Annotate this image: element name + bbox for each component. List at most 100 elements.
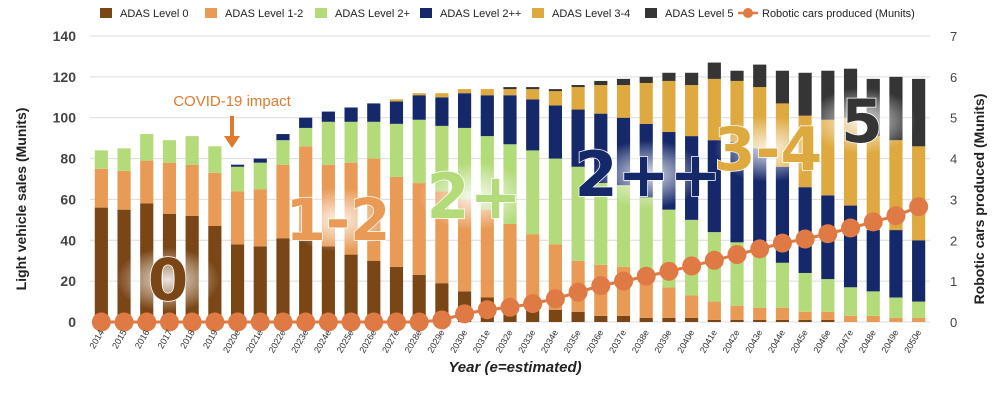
bar-segment: [571, 85, 585, 88]
robotic-cars-marker: [704, 250, 724, 270]
bar-segment: [503, 223, 517, 304]
bar-segment: [707, 319, 721, 322]
y2-axis-title: Robotic cars produced (Munits): [971, 94, 987, 305]
legend-label: ADAS Level 2+: [335, 8, 410, 20]
x-tick-label: 2050e: [902, 328, 923, 355]
x-tick-label: 2032e: [494, 328, 515, 355]
x-tick-label: 2027e: [380, 328, 401, 355]
legend: ADAS Level 0 ADAS Level 1-2 ADAS Level 2+ A…: [100, 8, 915, 20]
bar-segment: [775, 307, 790, 320]
bar-segment: [707, 78, 721, 141]
bar-segment: [253, 189, 267, 247]
robotic-cars-marker: [455, 304, 475, 324]
label-glow: [418, 162, 530, 231]
bar-segment: [526, 87, 540, 90]
bar-segment: [843, 315, 858, 322]
legend-label: Robotic cars produced (Munits): [762, 8, 915, 20]
bar-segment: [571, 109, 585, 167]
robotic-cars-marker: [318, 312, 338, 332]
y2-tick-label: 7: [950, 29, 957, 44]
bar-segment: [253, 158, 267, 163]
x-tick-label: 2045e: [789, 328, 810, 355]
robotic-cars-marker: [386, 312, 406, 332]
bar-segment: [753, 250, 767, 308]
bar-segment: [94, 150, 108, 169]
bar-segment: [548, 91, 562, 106]
bar-segment: [662, 80, 676, 133]
bar-segment: [162, 140, 177, 163]
robotic-cars-marker: [159, 312, 179, 332]
bar-segment: [526, 99, 540, 151]
bar-segment: [230, 164, 245, 167]
x-tick-label: 2020e: [221, 328, 242, 355]
bar-segment: [798, 319, 812, 322]
bar-segment: [480, 89, 494, 96]
robotic-cars-marker: [841, 218, 861, 238]
bar-segment: [548, 89, 562, 92]
x-tick-label: 2014: [87, 328, 106, 350]
robotic-cars-marker: [228, 312, 248, 332]
robotic-cars-marker: [750, 239, 770, 259]
bar-segment: [230, 191, 245, 245]
bar-segment: [548, 158, 562, 245]
robotic-cars-marker: [250, 312, 270, 332]
legend-swatch: [100, 8, 112, 18]
bar-segment: [94, 168, 108, 208]
x-tick-label: 2017: [156, 328, 175, 350]
bar-segment: [639, 76, 653, 83]
robotic-cars-marker: [545, 289, 565, 309]
bar-segment: [140, 160, 154, 204]
bar-segment: [912, 240, 926, 302]
bar-segment: [798, 72, 812, 116]
bar-segment: [685, 295, 699, 318]
bar-segment: [94, 207, 108, 322]
bar-segment: [344, 254, 358, 322]
bar-segment: [594, 80, 608, 86]
label-glow: [714, 116, 822, 182]
bar-segment: [230, 244, 245, 322]
bar-segment: [208, 146, 222, 173]
robotic-cars-line: [91, 197, 929, 332]
bar-segment: [753, 319, 767, 322]
bar-segment: [866, 315, 880, 322]
legend-label: ADAS Level 2++: [440, 8, 521, 20]
bar-segment: [526, 89, 540, 100]
x-tick-label: 2049e: [880, 328, 901, 355]
bar-segment: [843, 287, 858, 316]
bar-segment: [503, 89, 517, 96]
bar-segment: [662, 72, 676, 81]
x-tick-label: 2034e: [539, 328, 560, 355]
bar-segment: [594, 183, 608, 265]
robotic-cars-marker: [636, 266, 656, 286]
bar-segment: [208, 172, 222, 226]
y2-tick-label: 6: [950, 70, 957, 85]
x-tick-label: 2036e: [584, 328, 605, 355]
bar-segment: [571, 166, 585, 261]
robotic-cars-marker: [523, 294, 543, 314]
x-tick-label: 2015: [110, 328, 129, 350]
bar-segment: [367, 121, 381, 159]
bar-segment: [526, 150, 540, 235]
bar-segment: [753, 307, 767, 320]
x-tick-label: 2023e: [289, 328, 310, 355]
bar-segment: [912, 78, 926, 147]
bar-segment: [730, 70, 744, 81]
x-tick-label: 2033e: [516, 328, 537, 355]
robotic-cars-marker: [341, 312, 361, 332]
bar-segment: [639, 82, 653, 124]
robotic-cars-marker: [568, 282, 588, 302]
legend-swatch: [645, 8, 657, 18]
bar-segment: [185, 136, 199, 165]
bar-segment: [389, 123, 404, 177]
robotic-cars-marker: [795, 229, 815, 249]
bar-segment: [707, 62, 721, 79]
bar-segment: [299, 234, 313, 322]
x-tick-label: 2031e: [471, 328, 492, 355]
y-tick-label: 80: [60, 151, 76, 167]
bar-segment: [685, 85, 699, 137]
x-tick-label: 2028e: [403, 328, 424, 355]
bar-segment: [775, 70, 790, 104]
robotic-cars-marker: [591, 276, 611, 296]
bar-segment: [253, 162, 267, 190]
bar-segment: [616, 315, 631, 322]
